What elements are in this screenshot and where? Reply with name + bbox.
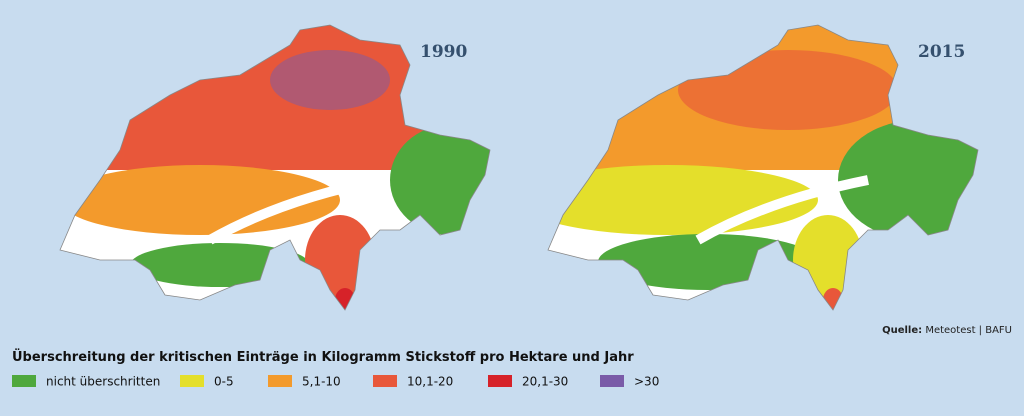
legend-label: >30 — [634, 375, 659, 389]
region — [548, 165, 818, 235]
legend-swatch — [373, 375, 397, 387]
legend-swatch — [600, 375, 624, 387]
source-prefix: Quelle: — [882, 325, 922, 336]
map-1990 — [60, 25, 490, 310]
map-2015 — [548, 25, 978, 310]
legend-title: Überschreitung der kritischen Einträge i… — [12, 349, 634, 365]
legend-swatch — [268, 375, 292, 387]
region — [60, 165, 340, 235]
source-text: Meteotest | BAFU — [925, 325, 1012, 336]
legend-swatch — [180, 375, 204, 387]
alps — [695, 175, 869, 245]
region — [130, 243, 310, 287]
legend-label: 5,1-10 — [302, 375, 341, 389]
year-label: 1990 — [420, 42, 467, 62]
region — [270, 50, 390, 110]
region — [598, 234, 818, 290]
legend-label: 20,1-30 — [522, 375, 568, 389]
legend-swatch — [488, 375, 512, 387]
legend-swatch — [12, 375, 36, 387]
year-label: 2015 — [918, 42, 965, 62]
alps — [207, 175, 381, 245]
region — [678, 50, 898, 130]
legend: nicht überschritten 0-5 5,1-10 10,1-20 20,1-… — [12, 375, 659, 389]
region — [390, 125, 490, 235]
legend-label: nicht überschritten — [46, 375, 160, 389]
legend-label: 10,1-20 — [407, 375, 453, 389]
legend-label: 0-5 — [214, 375, 234, 389]
source: Quelle: Meteotest | BAFU — [882, 325, 1012, 336]
